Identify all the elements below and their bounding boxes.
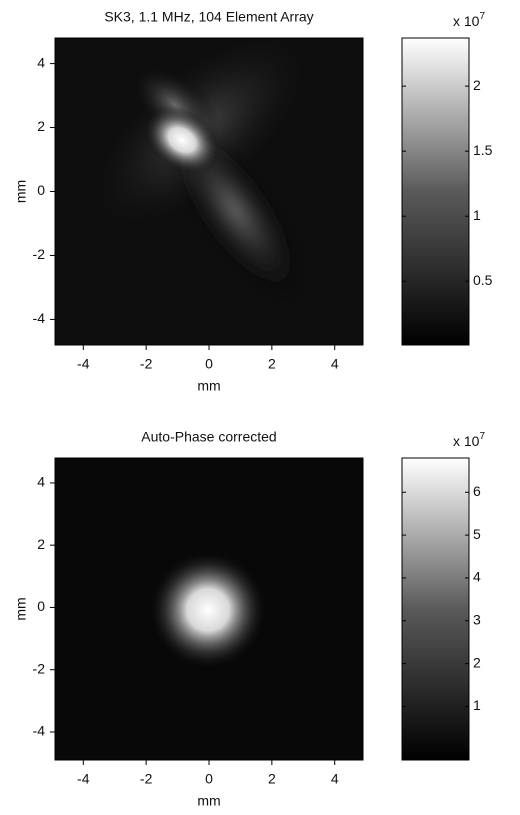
colorbar-tick-label: 4: [473, 569, 481, 585]
colorbar-tick-label: 0.5: [473, 272, 493, 288]
colorbar-scale-base: x 10: [453, 433, 480, 449]
x-tick-label: 4: [331, 356, 339, 372]
colorbar-tick-label: 6: [473, 483, 481, 499]
colorbar-scale-base: x 10: [453, 13, 480, 29]
y-tick-label: -2: [33, 246, 46, 262]
y-tick-label: 0: [37, 182, 45, 198]
image-bottom: [55, 458, 363, 760]
colorbar-frame: [401, 37, 470, 346]
colorbar-scale-exponent: 7: [479, 11, 485, 22]
colorbar: [402, 38, 469, 345]
y-axis-label: mm: [13, 597, 29, 620]
colorbar-scale: x 107: [453, 431, 485, 449]
chart-title: Auto-Phase corrected: [141, 429, 276, 445]
colorbar-tick-label: 3: [473, 611, 481, 627]
x-tick-label: -4: [77, 356, 90, 372]
image-top: [55, 38, 363, 345]
chart-title: SK3, 1.1 MHz, 104 Element Array: [104, 9, 313, 25]
x-tick-label: 0: [205, 356, 213, 372]
x-tick-label: -2: [140, 356, 153, 372]
x-tick-label: 0: [205, 771, 213, 787]
colorbar-tick-label: 1.5: [473, 142, 493, 158]
y-tick-label: 4: [37, 54, 45, 70]
y-tick-label: 0: [37, 598, 45, 614]
y-axis-label: mm: [13, 180, 29, 203]
x-tick-label: 2: [268, 356, 276, 372]
x-tick-label: -2: [140, 771, 153, 787]
colorbar-tick-label: 2: [473, 654, 481, 670]
x-tick-label: -4: [77, 771, 90, 787]
y-tick-label: -4: [33, 310, 46, 326]
colorbar-scale-exponent: 7: [479, 431, 485, 442]
colorbar-tick-label: 5: [473, 526, 481, 542]
y-tick-label: 2: [37, 536, 45, 552]
x-tick-label: 2: [268, 771, 276, 787]
x-axis-label: mm: [197, 793, 220, 809]
x-tick-label: 4: [331, 771, 339, 787]
y-tick-label: 2: [37, 118, 45, 134]
colorbar-frame: [401, 457, 470, 761]
colorbar-tick-label: 2: [473, 77, 481, 93]
y-tick-label: -2: [33, 660, 46, 676]
colorbar-tick-label: 1: [473, 207, 481, 223]
colorbar-scale: x 107: [453, 11, 485, 29]
y-tick-label: -4: [33, 723, 46, 739]
colorbar: [402, 458, 469, 760]
colorbar-tick-label: 1: [473, 697, 481, 713]
x-axis-label: mm: [197, 378, 220, 394]
y-tick-label: 4: [37, 474, 45, 490]
